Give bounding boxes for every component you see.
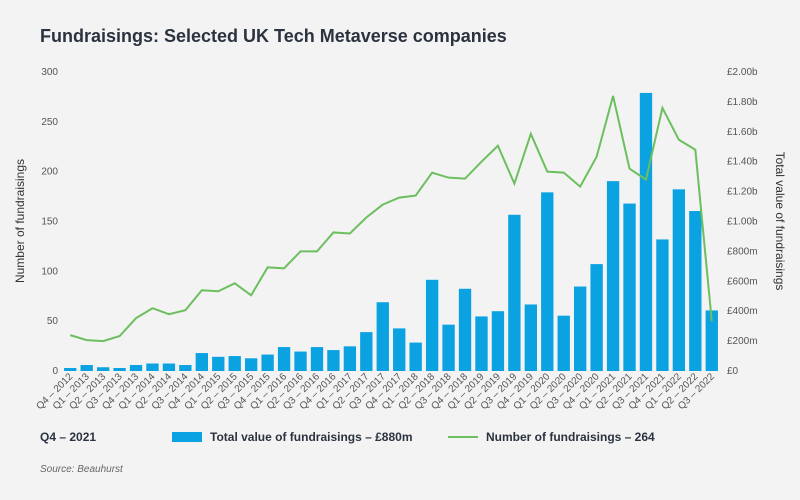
left-axis-title: Number of fundraisings <box>13 159 27 283</box>
left-tick-label: 100 <box>41 266 58 277</box>
bar-34 <box>623 203 636 371</box>
bar-35 <box>639 92 653 372</box>
legend-line-label: Number of fundraisings – 264 <box>486 430 655 444</box>
bar-12 <box>261 354 274 371</box>
bar-29 <box>541 192 554 371</box>
right-tick-label: £1.40b <box>727 157 758 168</box>
legend-bar-label: Total value of fundraisings – £880m <box>210 430 413 444</box>
bar-37 <box>672 189 686 371</box>
bar-series <box>64 92 718 372</box>
left-tick-label: 150 <box>41 217 58 228</box>
bar-25 <box>475 316 488 371</box>
bar-5 <box>146 363 159 371</box>
bar-15 <box>310 347 324 371</box>
bar-20 <box>393 328 406 371</box>
right-tick-label: £1.60b <box>727 127 758 138</box>
bar-0 <box>64 368 77 371</box>
right-tick-label: £1.20b <box>727 187 758 198</box>
bar-28 <box>524 304 537 371</box>
right-tick-label: £1.80b <box>727 97 758 108</box>
right-tick-label: £600m <box>727 276 758 287</box>
left-tick-label: 300 <box>41 67 58 78</box>
bar-11 <box>245 358 258 371</box>
bar-1 <box>80 365 93 371</box>
legend-bar-swatch <box>172 432 202 442</box>
legend-bar-item: Total value of fundraisings – £880m <box>172 430 413 444</box>
bar-21 <box>409 342 422 371</box>
bar-22 <box>425 279 439 371</box>
bar-10 <box>228 356 241 371</box>
right-tick-label: £200m <box>727 336 758 347</box>
right-tick-label: £400m <box>727 306 758 317</box>
bar-38 <box>689 211 702 371</box>
bar-9 <box>212 356 225 371</box>
source-note: Source: Beauhurst <box>40 464 123 475</box>
right-axis-title: Total value of fundraisings <box>773 152 787 291</box>
bar-3 <box>113 368 126 371</box>
left-axis-ticks: 0 50 100 150 200 250 300 <box>41 67 58 377</box>
bar-31 <box>574 286 587 371</box>
bar-33 <box>606 181 620 371</box>
bar-23 <box>442 324 455 371</box>
bar-13 <box>277 347 291 371</box>
bar-30 <box>557 315 570 371</box>
legend-line-item: Number of fundraisings – 264 <box>448 430 655 444</box>
left-tick-label: 0 <box>52 366 58 377</box>
bar-17 <box>343 346 357 371</box>
right-tick-label: £800m <box>727 246 758 257</box>
bar-18 <box>360 332 373 371</box>
bar-4 <box>129 365 143 371</box>
right-tick-label: £0 <box>727 366 739 377</box>
legend-period: Q4 – 2021 <box>40 430 97 444</box>
count-line <box>69 95 713 343</box>
bar-26 <box>491 311 505 371</box>
legend-line-swatch <box>448 436 478 438</box>
left-tick-label: 200 <box>41 167 58 178</box>
bar-6 <box>162 363 176 371</box>
bar-24 <box>458 288 472 371</box>
bar-16 <box>327 350 340 371</box>
bar-27 <box>508 214 521 371</box>
bar-14 <box>294 351 307 371</box>
left-tick-label: 50 <box>47 316 59 327</box>
bar-36 <box>656 239 669 371</box>
bar-39 <box>705 310 718 371</box>
bar-32 <box>590 264 603 371</box>
right-tick-label: £2.00b <box>727 67 758 78</box>
right-axis-ticks: £0 £200m £400m £600m £800m £1.00b £1.20b £1.40b… <box>727 67 758 377</box>
bar-19 <box>376 302 389 371</box>
bar-7 <box>179 365 192 371</box>
bar-8 <box>195 353 208 371</box>
chart-title: Fundraisings: Selected UK Tech Metaverse… <box>40 26 507 46</box>
right-tick-label: £1.00b <box>727 217 758 228</box>
bar-2 <box>96 367 110 371</box>
left-tick-label: 250 <box>41 117 58 128</box>
